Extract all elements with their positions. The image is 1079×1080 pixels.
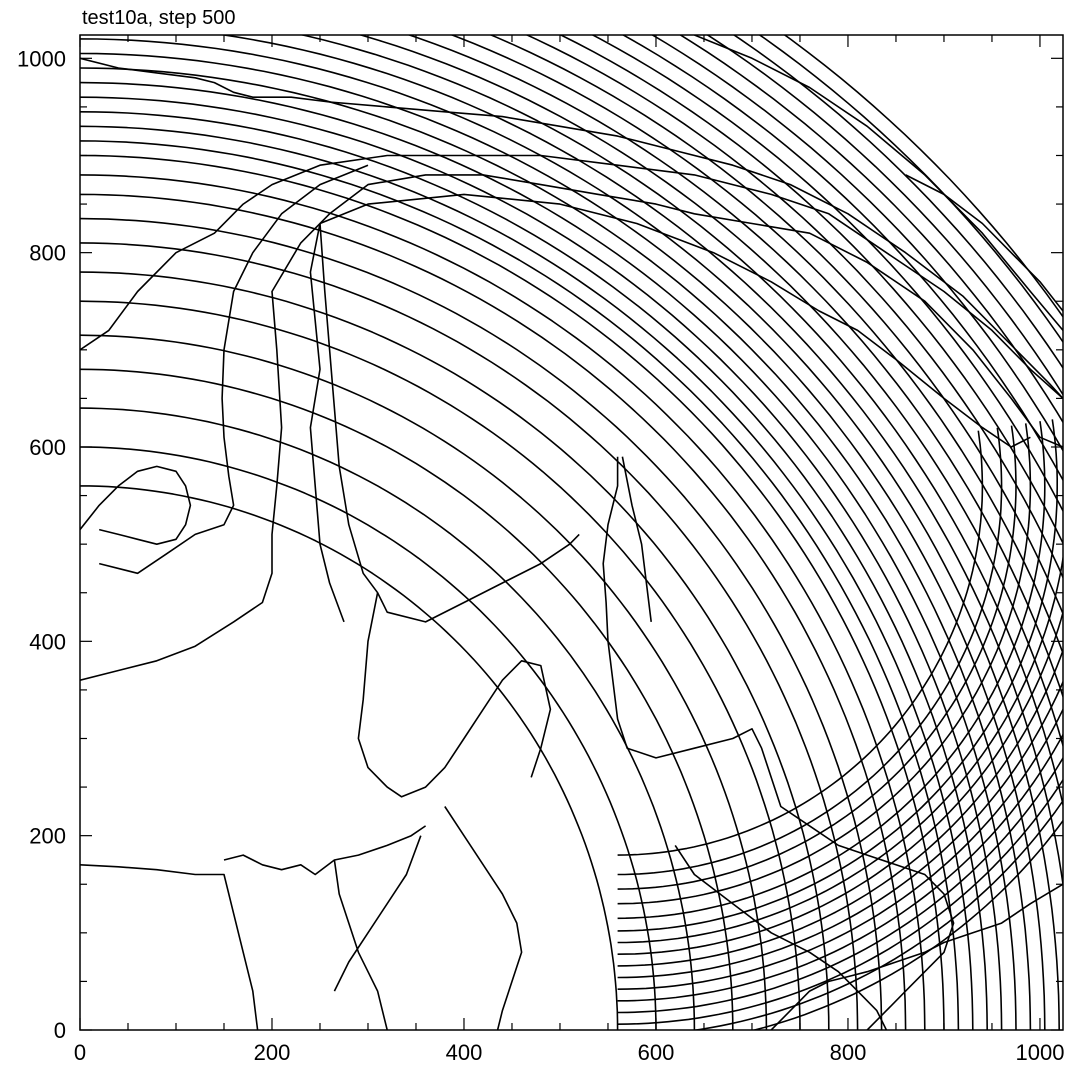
contour-line xyxy=(358,593,550,797)
contour-line xyxy=(80,865,258,1030)
y-tick-label: 1000 xyxy=(17,46,66,71)
contour-arc xyxy=(80,10,1079,1030)
contour-arc xyxy=(80,141,958,1030)
x-tick-label: 400 xyxy=(446,1040,483,1065)
chart-title: test10a, step 500 xyxy=(82,7,235,29)
axis-ticks xyxy=(80,35,1063,1030)
x-tick-label: 800 xyxy=(830,1040,867,1065)
contour-arc xyxy=(80,219,882,1030)
contour-arc xyxy=(80,243,858,1030)
contour-line xyxy=(99,165,368,573)
contour-line xyxy=(334,836,420,991)
contour-line xyxy=(675,845,886,1030)
contour-line xyxy=(224,826,426,875)
contour-line xyxy=(80,466,190,544)
contour-arc xyxy=(80,112,987,1030)
contour-arc xyxy=(80,194,906,1030)
contour-arc xyxy=(80,54,1045,1031)
y-tick-label: 400 xyxy=(29,629,66,654)
x-tick-label: 0 xyxy=(74,1040,86,1065)
contour-arc xyxy=(80,126,973,1030)
contour-arc-lower-right xyxy=(618,416,1079,954)
contour-arc xyxy=(80,301,800,1030)
plot-frame xyxy=(80,35,1063,1030)
y-tick-label: 600 xyxy=(29,435,66,460)
contour-arc xyxy=(80,272,829,1030)
contour-line xyxy=(445,807,522,1031)
contour-line xyxy=(320,194,1030,447)
contour-line xyxy=(771,884,1063,1030)
x-tick-label: 200 xyxy=(254,1040,291,1065)
contour-arc xyxy=(80,156,944,1031)
contour-arc xyxy=(80,408,694,1030)
y-tick-label: 0 xyxy=(54,1018,66,1043)
contour-lines xyxy=(80,0,1079,1048)
contour-arc xyxy=(80,68,1030,1030)
x-tick-label: 1000 xyxy=(1015,1040,1064,1065)
contour-arc-lower-right xyxy=(618,411,1079,990)
contour-arc xyxy=(80,447,656,1030)
y-tick-label: 200 xyxy=(29,824,66,849)
y-tick-label: 800 xyxy=(29,241,66,266)
x-tick-label: 600 xyxy=(638,1040,675,1065)
contour-arc xyxy=(80,175,925,1030)
